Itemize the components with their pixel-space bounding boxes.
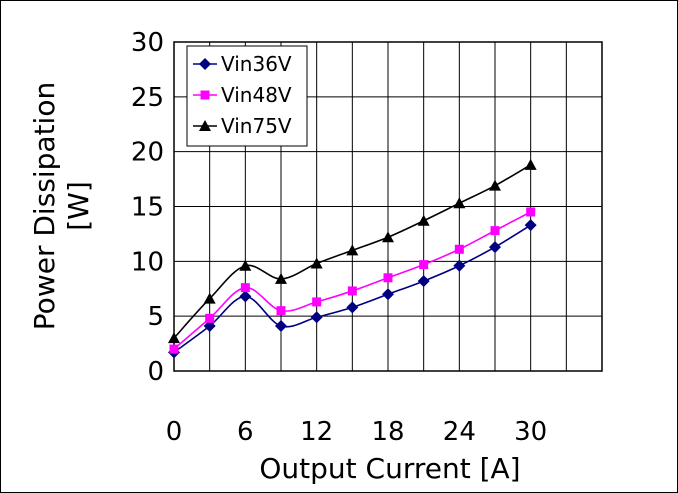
data-point [524, 219, 537, 232]
data-point [454, 244, 464, 254]
series-vin48v [169, 207, 536, 354]
data-point [276, 306, 286, 316]
series-vin36v [168, 219, 537, 359]
series-vin75v [168, 158, 537, 344]
legend-marker [199, 120, 211, 131]
data-point [524, 158, 537, 170]
x-tick-labels: 0 6 12 18 24 30 [166, 417, 547, 447]
data-point [417, 214, 430, 226]
x-tick-label: 0 [166, 417, 183, 447]
data-point [383, 273, 393, 283]
x-tick-label: 24 [443, 417, 476, 447]
y-tick-label: 20 [131, 138, 164, 168]
data-point [382, 288, 394, 301]
plot-area [173, 41, 603, 372]
y-tick-label: 5 [147, 302, 164, 332]
legend-item: Vin75V [193, 114, 292, 138]
data-point [205, 313, 215, 323]
data-point [526, 207, 536, 217]
y-tick-labels: 0 5 10 15 20 25 30 [131, 28, 164, 387]
y-tick-label: 10 [131, 247, 164, 277]
data-point [203, 292, 216, 304]
data-point [275, 272, 287, 284]
y-tick-label: 30 [131, 28, 164, 58]
y-tick-label: 25 [131, 83, 164, 113]
data-point [169, 344, 179, 354]
data-point [453, 259, 466, 272]
data-point [347, 286, 357, 296]
series-layer [168, 158, 537, 359]
data-point [489, 241, 501, 254]
legend-item: Vin36V [193, 52, 292, 76]
data-point [490, 226, 500, 236]
y-tick-label: 0 [147, 357, 164, 387]
legend-marker [199, 58, 211, 70]
data-point [417, 275, 430, 288]
legend-marker [200, 90, 210, 100]
legend: Vin36V Vin48V Vin75V [186, 45, 308, 147]
data-point [168, 332, 180, 344]
y-axis-title-line2: [W] [62, 181, 95, 231]
data-point [275, 320, 287, 333]
data-point [240, 283, 250, 293]
x-tick-label: 18 [371, 417, 404, 447]
data-point [346, 244, 359, 256]
legend-label: Vin75V [221, 114, 292, 138]
data-point [453, 197, 466, 209]
legend-item: Vin48V [193, 83, 292, 107]
x-axis-title: Output Current [A] [259, 452, 520, 485]
data-point [419, 260, 429, 270]
data-point [239, 290, 252, 303]
y-axis-title: Power Dissipation [W] [28, 82, 95, 330]
y-axis-title-line1: Power Dissipation [28, 82, 61, 330]
legend-label: Vin48V [221, 83, 292, 107]
data-point [382, 231, 394, 243]
data-point [346, 301, 359, 314]
data-point [310, 311, 323, 324]
data-point [312, 297, 322, 307]
data-point [310, 257, 323, 269]
y-tick-label: 15 [131, 193, 164, 223]
data-point [203, 320, 216, 333]
legend-label: Vin36V [221, 52, 292, 76]
x-tick-label: 6 [237, 417, 254, 447]
x-tick-label: 30 [514, 417, 547, 447]
x-tick-label: 12 [300, 417, 333, 447]
data-point [489, 179, 501, 191]
data-point [239, 259, 252, 271]
